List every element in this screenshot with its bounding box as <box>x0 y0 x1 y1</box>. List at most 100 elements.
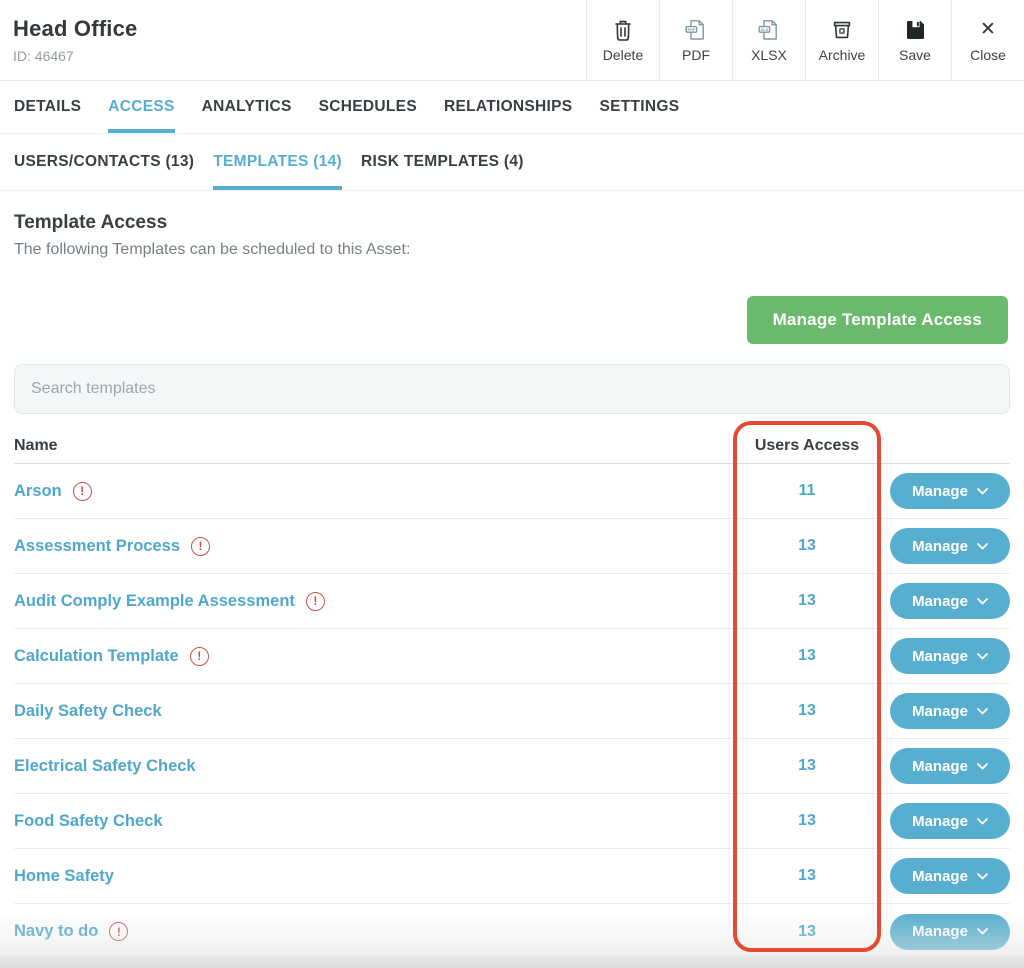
table-header-row: Name Users Access <box>14 429 1010 464</box>
template-name-link[interactable]: Home Safety <box>14 866 114 885</box>
manage-dropdown-button[interactable]: Manage <box>890 638 1010 674</box>
subtab-templates-14[interactable]: TEMPLATES (14) <box>213 134 343 190</box>
asset-id-label: ID: 46467 <box>13 48 74 64</box>
template-name-link[interactable]: Food Safety Check <box>14 811 163 830</box>
manage-dropdown-button[interactable]: Manage <box>890 748 1010 784</box>
delete-button[interactable]: Delete <box>586 0 659 80</box>
manage-template-access-button[interactable]: Manage Template Access <box>746 296 1008 344</box>
tab-schedules[interactable]: SCHEDULES <box>319 81 417 133</box>
pdf-file-icon: PDF <box>683 18 709 42</box>
close-button[interactable]: ✕ Close <box>951 0 1024 80</box>
tab-label: TEMPLATES (14) <box>213 153 343 170</box>
xlsx-file-icon: XLS <box>756 18 782 42</box>
table-row: Home Safety ! 13 Manage <box>14 849 1010 904</box>
manage-button-label: Manage <box>912 592 968 610</box>
manage-dropdown-button[interactable]: Manage <box>890 913 1010 950</box>
toolbar-button-label: Archive <box>818 46 866 63</box>
manage-dropdown-button[interactable]: Manage <box>890 858 1010 894</box>
users-access-count-link[interactable]: 13 <box>798 647 816 664</box>
users-access-count-link[interactable]: 13 <box>798 757 816 774</box>
template-name-link[interactable]: Audit Comply Example Assessment <box>14 591 295 610</box>
manage-button-label: Manage <box>912 923 968 940</box>
tab-settings[interactable]: SETTINGS <box>599 81 679 133</box>
tab-details[interactable]: DETAILS <box>14 81 81 133</box>
alert-exclamation-icon: ! <box>109 922 129 941</box>
toolbar-button-label: XLSX <box>751 46 787 63</box>
pdf-export-button[interactable]: PDF PDF <box>659 0 732 80</box>
tab-label: SETTINGS <box>599 98 680 115</box>
main-tabs: DETAILS ACCESS ANALYTICS SCHEDULES RELATIONS… <box>0 81 1024 134</box>
tab-analytics[interactable]: ANALYTICS <box>202 81 292 133</box>
search-templates-input[interactable] <box>14 364 1010 414</box>
tab-label: ACCESS <box>108 98 175 115</box>
manage-dropdown-button[interactable]: Manage <box>890 583 1010 619</box>
xlsx-export-button[interactable]: XLS XLSX <box>732 0 805 80</box>
section-subtitle: The following Templates can be scheduled… <box>14 241 411 258</box>
tab-label: ANALYTICS <box>201 98 292 115</box>
save-floppy-icon <box>904 18 926 42</box>
users-access-count-link[interactable]: 13 <box>798 537 816 554</box>
header: Head Office ID: 46467 Delete <box>0 0 1024 81</box>
table-row: Electrical Safety Check ! 13 Manage <box>14 739 1010 794</box>
manage-button-label: Manage <box>912 537 968 555</box>
users-access-count-link[interactable]: 11 <box>798 482 816 499</box>
chevron-down-icon <box>977 487 988 494</box>
svg-text:XLS: XLS <box>761 26 769 31</box>
table-row: Assessment Process ! 13 Manage <box>14 519 1010 574</box>
template-name-link[interactable]: Electrical Safety Check <box>14 756 196 775</box>
chevron-down-icon <box>977 652 988 659</box>
chevron-down-icon <box>977 762 988 769</box>
manage-dropdown-button[interactable]: Manage <box>890 473 1010 509</box>
tab-relationships[interactable]: RELATIONSHIPS <box>444 81 572 133</box>
tab-label: RISK TEMPLATES (4) <box>361 153 524 170</box>
toolbar-button-label: Delete <box>602 46 644 63</box>
tab-access[interactable]: ACCESS <box>108 81 175 133</box>
manage-dropdown-button[interactable]: Manage <box>890 803 1010 839</box>
column-header-name: Name <box>14 437 58 454</box>
manage-button-label: Manage <box>912 867 968 885</box>
template-name-link[interactable]: Arson <box>14 481 62 500</box>
archive-box-icon <box>830 18 854 42</box>
templates-table: Name Users Access Arson ! 11 Manage Asse… <box>14 429 1010 959</box>
chevron-down-icon <box>977 872 988 879</box>
toolbar-button-label: Save <box>899 46 931 63</box>
toolbar: Delete PDF PDF <box>586 0 1024 80</box>
users-access-count-link[interactable]: 13 <box>798 867 816 884</box>
template-name-link[interactable]: Daily Safety Check <box>14 701 162 720</box>
manage-dropdown-button[interactable]: Manage <box>890 693 1010 729</box>
section-title: Template Access <box>14 212 168 233</box>
manage-button-label: Manage <box>912 482 968 500</box>
access-subtabs: USERS/CONTACTS (13) TEMPLATES (14) RISK TE… <box>0 134 1024 191</box>
subtab-risk-templates-4[interactable]: RISK TEMPLATES (4) <box>361 134 524 190</box>
section-heading: Template Access The following Templates … <box>14 212 1010 259</box>
template-name-link[interactable]: Calculation Template <box>14 646 179 665</box>
close-x-icon: ✕ <box>980 19 996 40</box>
page-title: Head Office <box>13 16 138 41</box>
template-name-link[interactable]: Assessment Process <box>14 536 181 555</box>
save-button[interactable]: Save <box>878 0 951 80</box>
table-row: Calculation Template ! 13 Manage <box>14 629 1010 684</box>
users-access-count-link[interactable]: 13 <box>798 592 816 609</box>
table-row: Arson ! 11 Manage <box>14 464 1010 519</box>
tab-label: USERS/CONTACTS (13) <box>14 153 195 170</box>
archive-button[interactable]: Archive <box>805 0 878 80</box>
chevron-down-icon <box>977 707 988 714</box>
header-titles: Head Office ID: 46467 <box>0 0 1024 64</box>
toolbar-button-label: Close <box>970 46 1006 63</box>
users-access-count-link[interactable]: 13 <box>798 702 816 719</box>
alert-exclamation-icon: ! <box>189 646 209 666</box>
users-access-count-link[interactable]: 13 <box>798 812 816 829</box>
alert-exclamation-icon: ! <box>191 536 211 556</box>
manage-button-label: Manage <box>912 647 968 665</box>
chevron-down-icon <box>977 928 988 935</box>
alert-exclamation-icon: ! <box>72 481 92 501</box>
template-name-link[interactable]: Navy to do <box>14 922 99 940</box>
table-row: Daily Safety Check ! 13 Manage <box>14 684 1010 739</box>
table-body: Arson ! 11 Manage Assessment Process ! 1… <box>14 464 1010 959</box>
table-row: Audit Comply Example Assessment ! 13 Man… <box>14 574 1010 629</box>
subtab-users-contacts-13[interactable]: USERS/CONTACTS (13) <box>14 134 194 190</box>
users-access-count-link[interactable]: 13 <box>798 922 816 940</box>
svg-text:PDF: PDF <box>688 26 696 31</box>
manage-dropdown-button[interactable]: Manage <box>890 528 1010 564</box>
